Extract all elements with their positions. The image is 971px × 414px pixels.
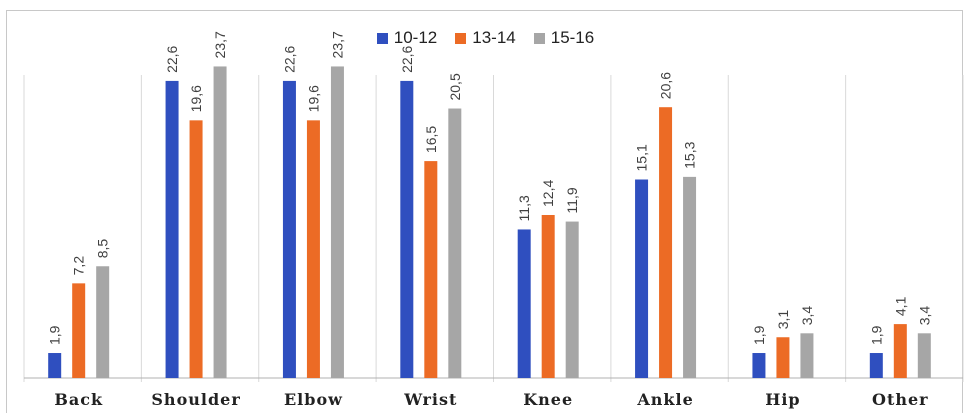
data-label: 23,7: [212, 31, 228, 58]
bar-wrist-10-12: [400, 80, 414, 379]
legend-label-13-14: 13-14: [472, 28, 516, 47]
bar-hip-15-16: [800, 333, 814, 378]
data-label: 3,4: [799, 306, 815, 326]
data-label: 23,7: [329, 31, 345, 58]
chart-legend: 10-12 13-14 15-16: [0, 28, 971, 48]
bar-back-13-14: [72, 283, 86, 378]
bar-shoulder-13-14: [189, 120, 203, 378]
bar-wrist-15-16: [448, 108, 462, 378]
bar-elbow-10-12: [282, 80, 296, 379]
data-label: 19,6: [305, 85, 321, 112]
bar-hip-13-14: [776, 337, 790, 378]
data-label: 7,2: [71, 256, 87, 276]
data-label: 22,6: [164, 45, 180, 72]
bar-knee-15-16: [565, 221, 579, 378]
category-label-ankle: Ankle: [636, 390, 693, 409]
data-label: 16,5: [423, 126, 439, 153]
category-label-hip: Hip: [765, 390, 800, 409]
legend-item-15-16: 15-16: [533, 28, 595, 48]
legend-swatch-15-16: [533, 32, 545, 44]
bar-hip-10-12: [752, 353, 766, 378]
bar-shoulder-15-16: [213, 66, 227, 378]
bar-ankle-15-16: [683, 176, 697, 378]
bar-back-15-16: [96, 266, 110, 378]
data-label: 22,6: [281, 45, 297, 72]
bar-knee-10-12: [517, 229, 531, 378]
bar-wrist-13-14: [424, 161, 438, 378]
category-label-wrist: Wrist: [403, 390, 457, 409]
data-label: 1,9: [47, 325, 63, 345]
data-label: 1,9: [751, 325, 767, 345]
bar-shoulder-10-12: [165, 80, 179, 379]
data-label: 3,4: [916, 306, 932, 326]
data-label: 3,1: [775, 310, 791, 330]
legend-swatch-10-12: [376, 32, 388, 44]
bar-other-10-12: [869, 353, 883, 378]
data-label: 12,4: [540, 180, 556, 207]
legend-label-10-12: 10-12: [393, 28, 438, 47]
bar-back-10-12: [48, 353, 62, 378]
data-label: 15,3: [682, 141, 698, 168]
data-label: 20,5: [447, 73, 463, 100]
bar-other-13-14: [893, 324, 907, 378]
bar-elbow-13-14: [306, 120, 320, 378]
legend-label-15-16: 15-16: [550, 28, 595, 47]
data-label: 19,6: [188, 85, 204, 112]
legend-swatch-13-14: [455, 32, 467, 44]
category-label-back: Back: [54, 390, 103, 409]
bar-ankle-13-14: [659, 107, 673, 379]
legend-item-10-12: 10-12: [376, 28, 438, 48]
category-label-knee: Knee: [523, 390, 573, 409]
bar-knee-13-14: [541, 214, 555, 378]
data-label: 20,6: [658, 72, 674, 99]
legend-item-13-14: 13-14: [455, 28, 516, 48]
data-label: 11,3: [516, 195, 532, 221]
data-label: 8,5: [95, 239, 111, 259]
data-label: 22,6: [399, 45, 415, 72]
category-label-elbow: Elbow: [284, 390, 343, 409]
data-label: 1,9: [868, 325, 884, 345]
data-label: 11,9: [564, 187, 580, 213]
bar-elbow-15-16: [330, 66, 344, 378]
bar-other-15-16: [917, 333, 931, 378]
data-label: 15,1: [634, 144, 650, 171]
bar-ankle-10-12: [635, 179, 649, 378]
category-label-shoulder: Shoulder: [151, 390, 240, 409]
data-label: 4,1: [892, 296, 908, 316]
category-label-other: Other: [872, 390, 929, 409]
